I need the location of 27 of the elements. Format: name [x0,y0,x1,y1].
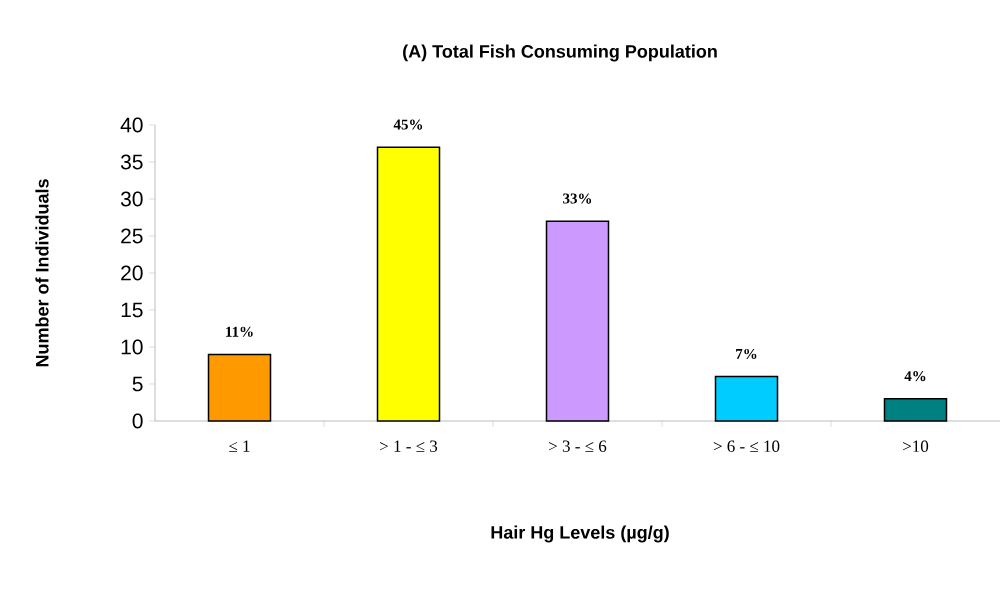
annotation: 33% [563,193,592,204]
y-axis-title: Number of Individuals [35,179,49,367]
annotation: 4% [904,371,926,382]
y-tick-label: 40 [120,117,143,133]
x-tick-label: > 1 - ≤ 3 [380,440,438,452]
annotation: 11% [226,326,253,337]
y-tick-label: 30 [120,191,143,207]
x-tick-label: ≤ 1 [229,440,250,452]
chart-title: (A) Total Fish Consuming Population [403,44,717,62]
y-tick-label: 25 [121,228,143,244]
annotation: 7% [736,348,757,360]
bar [207,353,272,422]
y-tick-label: 15 [121,302,143,318]
annotation: 45% [393,119,423,130]
y-tick-label: 10 [121,339,143,355]
x-tick-label: > 3 - ≤ 6 [549,440,607,452]
bar [883,398,948,422]
y-tick-label: 20 [121,265,143,281]
y-tick-label: 0 [132,413,143,429]
x-axis-title: Hair Hg Levels (µg/g) [491,525,669,543]
bar [376,146,441,422]
x-tick-label: > 6 - ≤ 10 [713,440,780,452]
bar [714,375,779,422]
y-tick-label: 35 [120,154,143,170]
bar [545,220,610,422]
y-tick-label: 5 [132,376,143,392]
x-tick-label: >10 [903,440,929,452]
